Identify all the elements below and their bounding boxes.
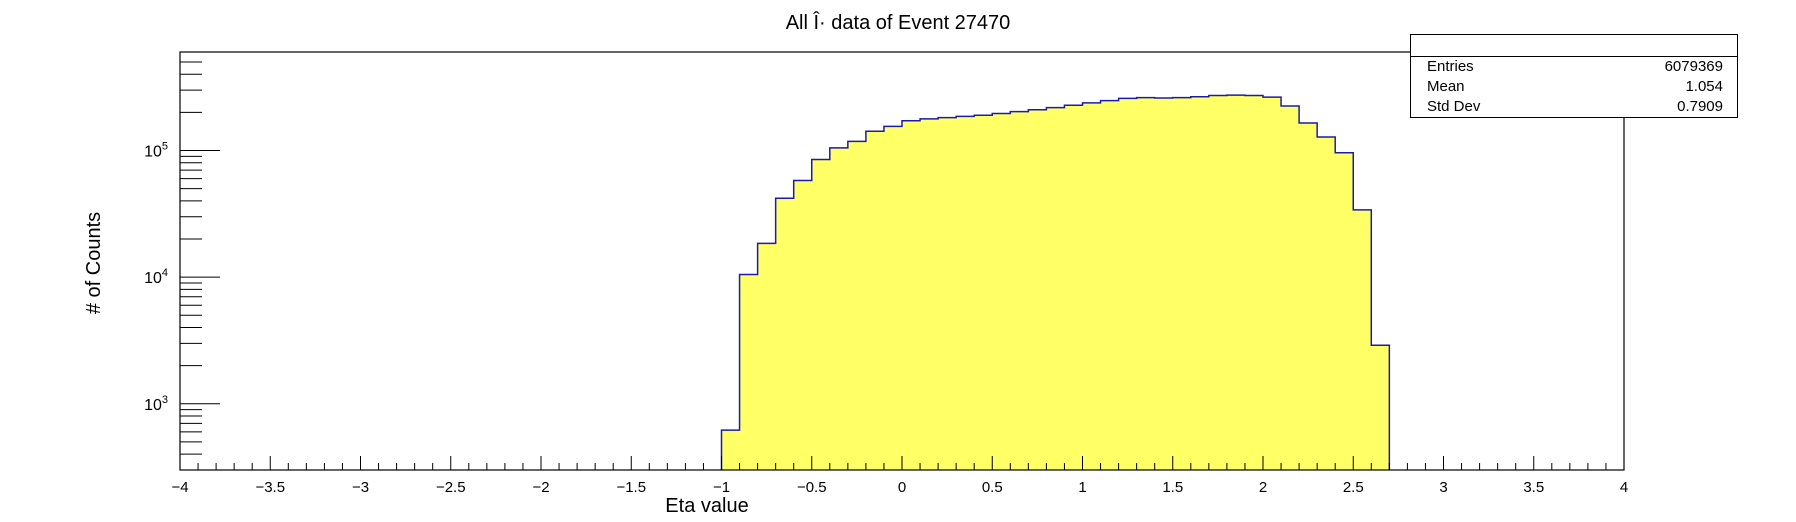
histogram-bin	[1064, 105, 1084, 470]
y-axis-label: # of Counts	[83, 212, 105, 314]
stats-value-entries: 6079369	[1664, 58, 1723, 75]
stats-row-entries: Entries 6079369	[1411, 57, 1737, 77]
x-tick-label: 1	[1078, 479, 1086, 496]
y-tick-label: 105	[144, 141, 168, 161]
histogram-bin	[829, 147, 849, 470]
histogram-bin	[1208, 95, 1228, 471]
histogram-bin	[757, 243, 777, 470]
y-tick-label: 104	[144, 267, 168, 287]
histogram-bin	[974, 115, 993, 470]
stats-label-entries: Entries	[1427, 58, 1474, 75]
x-tick-label: −4	[171, 479, 188, 496]
stats-value-mean: 1.054	[1685, 78, 1723, 95]
histogram-bin	[1100, 100, 1120, 470]
histogram-bin	[1299, 122, 1318, 470]
histogram-bin	[865, 131, 885, 471]
histogram-bin	[1172, 97, 1192, 470]
histogram-bin	[1281, 105, 1300, 470]
histogram-bin	[883, 126, 903, 471]
histogram-bin	[956, 116, 975, 471]
histogram-bin	[847, 141, 867, 470]
histogram-bin	[992, 113, 1011, 470]
histogram-bin	[902, 120, 921, 470]
x-tick-label: −0.5	[797, 479, 827, 496]
stats-box: Entries 6079369 Mean 1.054 Std Dev 0.790…	[1410, 34, 1738, 118]
histogram-bin	[1082, 102, 1102, 470]
x-tick-label: −3	[352, 479, 369, 496]
x-tick-label: 4	[1620, 479, 1628, 496]
histogram-bin	[1353, 209, 1372, 471]
histogram-bin	[1263, 97, 1282, 471]
histogram-bin	[1335, 152, 1354, 470]
histogram-bin	[1028, 109, 1047, 470]
histogram-bin	[721, 430, 741, 470]
x-axis-label: Eta value	[665, 495, 748, 517]
x-tick-label: −1	[713, 479, 730, 496]
x-tick-label: 0	[898, 479, 906, 496]
histogram-bin	[1046, 107, 1066, 470]
x-tick-label: 2.5	[1343, 479, 1364, 496]
histogram-bin	[739, 274, 759, 470]
x-tick-label: −1.5	[616, 479, 646, 496]
stats-label-stddev: Std Dev	[1427, 98, 1481, 115]
histogram-bin	[811, 159, 831, 471]
histogram-bin	[1244, 95, 1264, 471]
x-tick-label: 3	[1439, 479, 1447, 496]
x-tick-label: 3.5	[1523, 479, 1544, 496]
x-tick-label: −2	[532, 479, 549, 496]
stats-row-stddev: Std Dev 0.7909	[1411, 97, 1737, 117]
histogram-bin	[1118, 98, 1138, 470]
histogram-bin	[775, 198, 795, 470]
stats-label-mean: Mean	[1427, 78, 1465, 95]
histogram-bin	[920, 118, 939, 470]
histogram-bin	[1010, 111, 1029, 471]
histogram-bin	[1371, 345, 1390, 470]
x-tick-label: −2.5	[436, 479, 466, 496]
x-tick-label: −3.5	[255, 479, 285, 496]
x-tick-label: 0.5	[982, 479, 1003, 496]
chart-title: All Î· data of Event 27470	[785, 12, 1011, 34]
histogram-bin	[1190, 96, 1210, 470]
histogram-bin	[1226, 95, 1246, 470]
histogram-bin	[793, 180, 813, 470]
histogram-outline	[720, 94, 1391, 470]
histogram-bin	[938, 117, 957, 471]
x-tick-label: 2	[1259, 479, 1267, 496]
stats-row-mean: Mean 1.054	[1411, 77, 1737, 97]
histogram-bin	[1154, 97, 1174, 470]
x-tick-label: 1.5	[1162, 479, 1183, 496]
stats-value-stddev: 0.7909	[1677, 98, 1723, 115]
y-tick-label: 103	[144, 394, 168, 414]
histogram-bin	[1136, 97, 1156, 470]
histogram-bin	[1317, 136, 1336, 470]
stats-box-header	[1411, 35, 1737, 57]
